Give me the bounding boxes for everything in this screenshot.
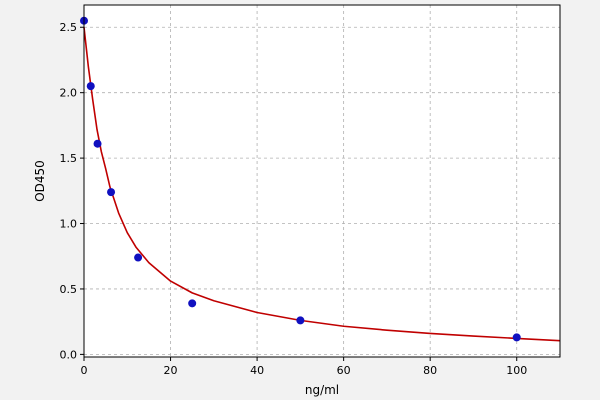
y-tick-label: 2.0 xyxy=(60,87,78,100)
data-point xyxy=(296,316,305,325)
x-axis-ticks: 0 20 40 60 80 100 xyxy=(81,357,527,377)
data-point xyxy=(188,299,197,308)
y-axis-label: OD450 xyxy=(33,160,47,202)
data-point xyxy=(512,333,521,342)
x-tick-label: 20 xyxy=(164,364,178,377)
plot-frame xyxy=(83,4,561,358)
x-tick-label: 40 xyxy=(250,364,264,377)
x-tick-label: 100 xyxy=(506,364,527,377)
x-tick-label: 60 xyxy=(337,364,351,377)
data-points-layer xyxy=(80,16,521,342)
x-tick-label: 0 xyxy=(81,364,88,377)
y-tick-label: 1.5 xyxy=(60,152,78,165)
data-point xyxy=(107,188,116,197)
y-tick-label: 0.5 xyxy=(60,283,78,296)
y-tick-label: 1.0 xyxy=(60,218,78,231)
data-point xyxy=(134,253,143,262)
y-tick-label: 0.0 xyxy=(60,348,78,361)
data-point xyxy=(86,82,95,91)
x-axis-label: ng/ml xyxy=(305,383,339,397)
grid xyxy=(83,5,560,357)
plot-background xyxy=(84,5,560,357)
y-tick-label: 2.5 xyxy=(60,21,78,34)
x-tick-label: 80 xyxy=(423,364,437,377)
data-point xyxy=(93,139,102,148)
y-axis-ticks: 0.0 0.5 1.0 1.5 2.0 2.5 xyxy=(60,21,84,361)
